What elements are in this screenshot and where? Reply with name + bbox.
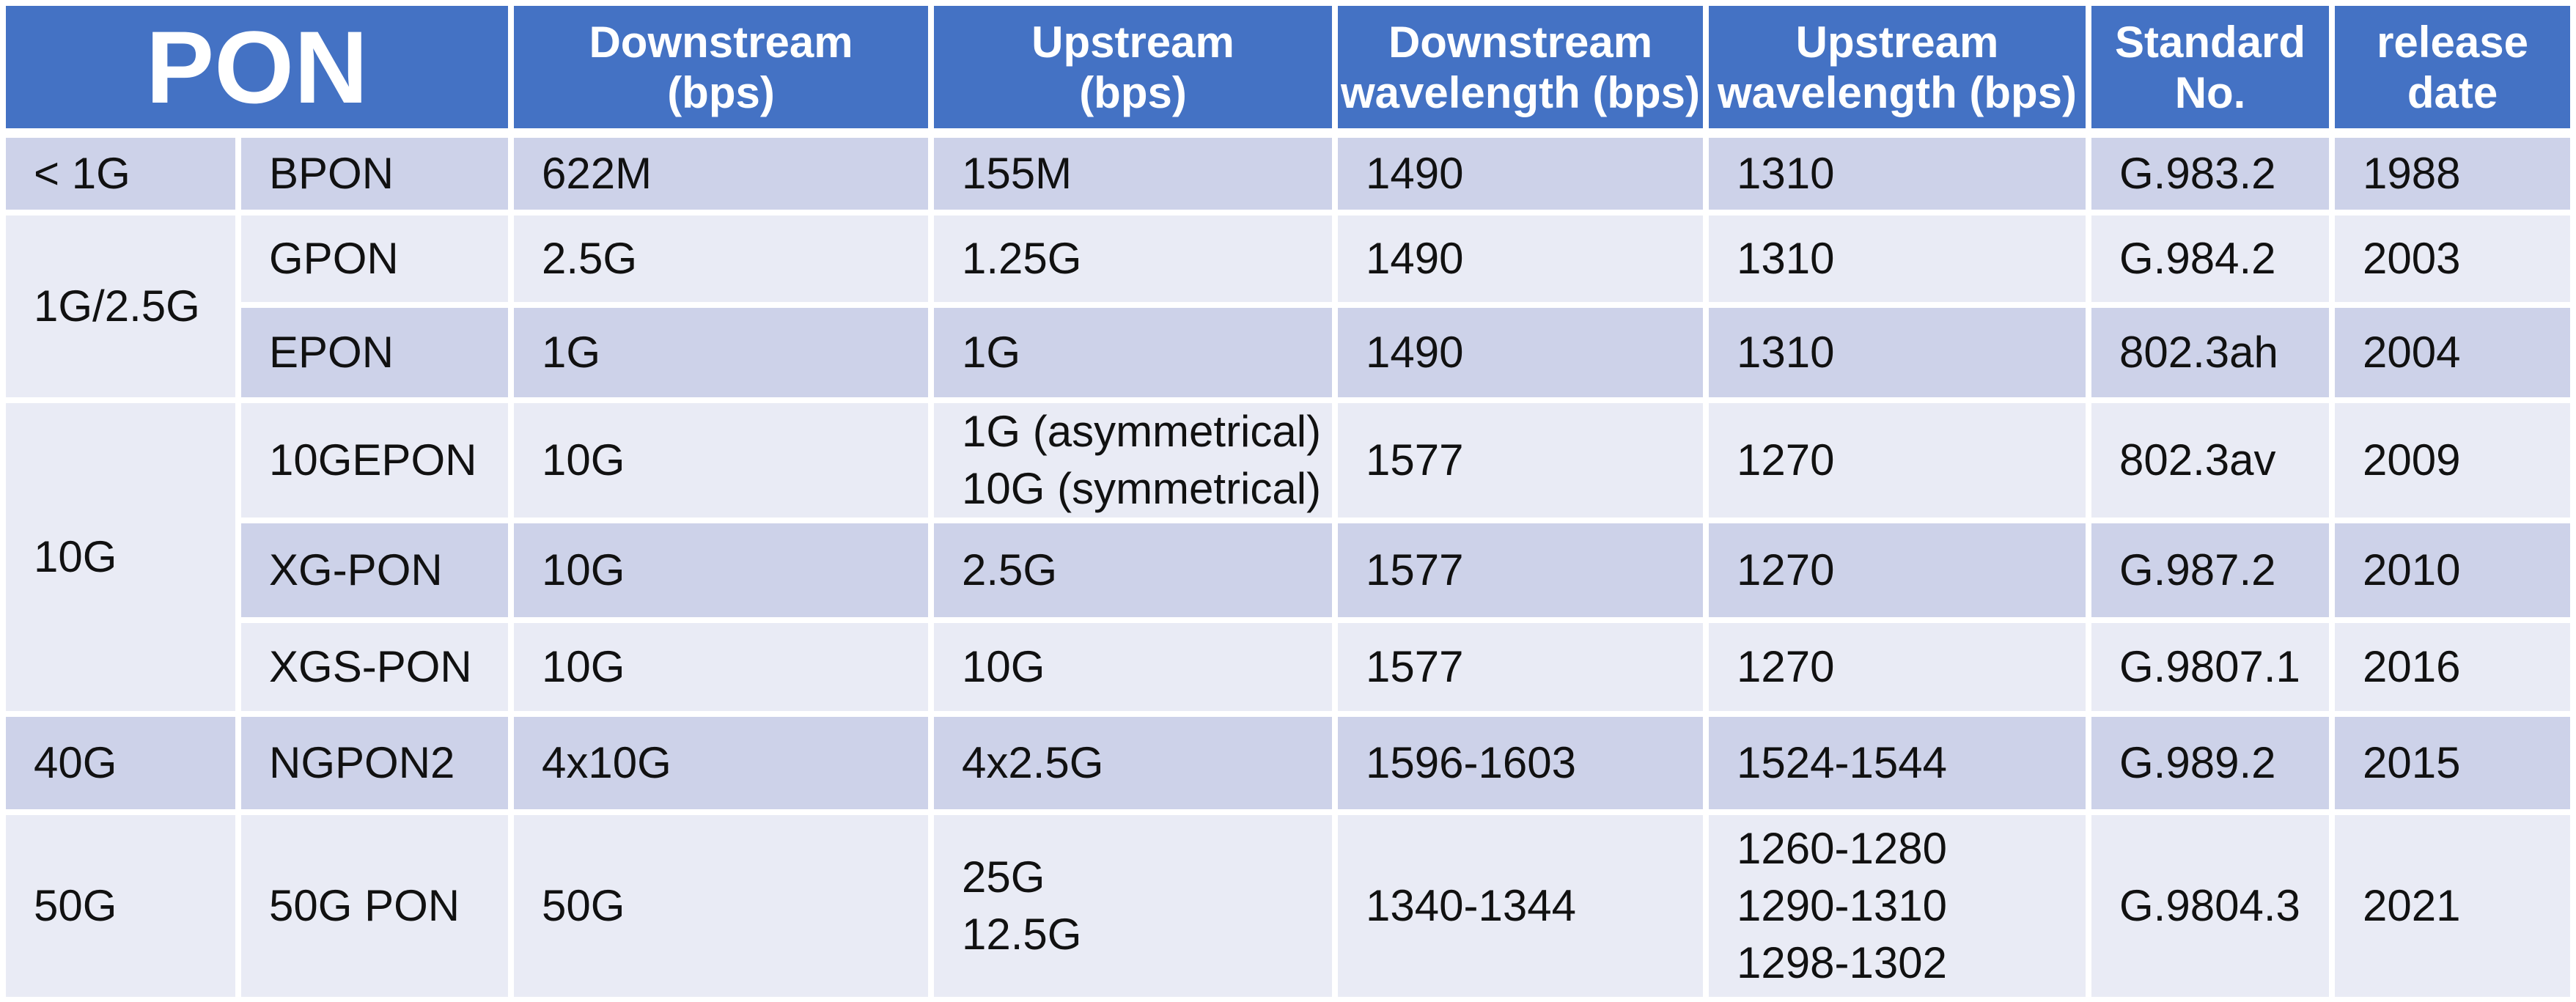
table-row: XGS-PON 10G 10G 1577 1270 G.9807.1 2016 bbox=[6, 623, 2571, 711]
cell-pon-name: EPON bbox=[241, 308, 509, 397]
header-row: PON Downstream (bps) Upstream (bps) Down… bbox=[6, 6, 2571, 132]
cell-pon-name: 10GEPON bbox=[241, 403, 509, 517]
cell-upstream: 1G bbox=[934, 308, 1333, 397]
cell-downstream-wavelength: 1596-1603 bbox=[1338, 717, 1704, 809]
cell-release-date: 2010 bbox=[2335, 523, 2571, 617]
cell-downstream: 10G bbox=[514, 403, 929, 517]
cell-upstream: 1G (asymmetrical) 10G (symmetrical) bbox=[934, 403, 1333, 517]
cell-pon-name: BPON bbox=[241, 138, 509, 210]
cell-standard-no: G.984.2 bbox=[2091, 215, 2330, 302]
cell-group: < 1G bbox=[6, 138, 235, 210]
column-header-standard-no: Standard No. bbox=[2091, 6, 2330, 132]
cell-upstream: 1.25G bbox=[934, 215, 1333, 302]
column-header-downstream-wavelength: Downstream wavelength (bps) bbox=[1338, 6, 1704, 132]
cell-upstream-wavelength: 1260-1280 1290-1310 1298-1302 bbox=[1709, 815, 2086, 997]
cell-upstream: 10G bbox=[934, 623, 1333, 711]
cell-downstream: 10G bbox=[514, 523, 929, 617]
cell-pon-name: NGPON2 bbox=[241, 717, 509, 809]
cell-upstream: 4x2.5G bbox=[934, 717, 1333, 809]
cell-upstream: 155M bbox=[934, 138, 1333, 210]
table-row: 1G/2.5G GPON 2.5G 1.25G 1490 1310 G.984.… bbox=[6, 215, 2571, 397]
column-header-upstream-wavelength: Upstream wavelength (bps) bbox=[1709, 6, 2086, 132]
cell-release-date: 2003 bbox=[2335, 215, 2571, 302]
cell-downstream-wavelength: 1577 bbox=[1338, 623, 1704, 711]
cell-standard-no: G.987.2 bbox=[2091, 523, 2330, 617]
cell-downstream-wavelength: 1490 bbox=[1338, 138, 1704, 210]
cell-downstream-wavelength: 1577 bbox=[1338, 403, 1704, 517]
table-row: 40G NGPON2 4x10G 4x2.5G 1596-1603 1524-1… bbox=[6, 717, 2571, 809]
cell-release-date: 2015 bbox=[2335, 717, 2571, 809]
cell-standard-no: G.983.2 bbox=[2091, 138, 2330, 210]
cell-release-date: 2021 bbox=[2335, 815, 2571, 997]
cell-group: 1G/2.5G bbox=[6, 215, 235, 397]
cell-downstream: 1G bbox=[514, 308, 929, 397]
cell-upstream: 25G 12.5G bbox=[934, 815, 1333, 997]
cell-release-date: 1988 bbox=[2335, 138, 2571, 210]
cell-downstream: 2.5G bbox=[514, 215, 929, 302]
cell-standard-no: 802.3ah bbox=[2091, 308, 2330, 397]
cell-upstream-wavelength: 1310 bbox=[1709, 215, 2086, 302]
cell-downstream: 50G bbox=[514, 815, 929, 997]
cell-downstream-wavelength: 1490 bbox=[1338, 215, 1704, 302]
cell-standard-no: 802.3av bbox=[2091, 403, 2330, 517]
cell-upstream-wavelength: 1270 bbox=[1709, 403, 2086, 517]
cell-pon-name: GPON bbox=[241, 215, 509, 302]
cell-downstream: 4x10G bbox=[514, 717, 929, 809]
cell-standard-no: G.989.2 bbox=[2091, 717, 2330, 809]
cell-group: 50G bbox=[6, 815, 235, 997]
cell-pon-name: 50G PON bbox=[241, 815, 509, 997]
cell-group: 10G bbox=[6, 403, 235, 711]
cell-standard-no: G.9804.3 bbox=[2091, 815, 2330, 997]
cell-upstream-wavelength: 1524-1544 bbox=[1709, 717, 2086, 809]
table-row: 50G 50G PON 50G 25G 12.5G 1340-1344 1260… bbox=[6, 815, 2571, 997]
table-row: XG-PON 10G 2.5G 1577 1270 G.987.2 2010 bbox=[6, 523, 2571, 617]
cell-downstream: 10G bbox=[514, 623, 929, 711]
cell-upstream-wavelength: 1270 bbox=[1709, 623, 2086, 711]
cell-downstream-wavelength: 1577 bbox=[1338, 523, 1704, 617]
cell-standard-no: G.9807.1 bbox=[2091, 623, 2330, 711]
column-header-downstream-bps: Downstream (bps) bbox=[514, 6, 929, 132]
column-header-release-date: release date bbox=[2335, 6, 2571, 132]
cell-release-date: 2004 bbox=[2335, 308, 2571, 397]
cell-pon-name: XG-PON bbox=[241, 523, 509, 617]
table-title-pon: PON bbox=[6, 6, 509, 132]
cell-upstream-wavelength: 1310 bbox=[1709, 138, 2086, 210]
cell-downstream-wavelength: 1340-1344 bbox=[1338, 815, 1704, 997]
cell-group: 40G bbox=[6, 717, 235, 809]
cell-downstream-wavelength: 1490 bbox=[1338, 308, 1704, 397]
cell-pon-name: XGS-PON bbox=[241, 623, 509, 711]
cell-release-date: 2009 bbox=[2335, 403, 2571, 517]
table-row: < 1G BPON 622M 155M 1490 1310 G.983.2 19… bbox=[6, 138, 2571, 210]
table-row: 10G 10GEPON 10G 1G (asymmetrical) 10G (s… bbox=[6, 403, 2571, 711]
cell-upstream: 2.5G bbox=[934, 523, 1333, 617]
table-row: EPON 1G 1G 1490 1310 802.3ah 2004 bbox=[6, 308, 2571, 397]
column-header-upstream-bps: Upstream (bps) bbox=[934, 6, 1333, 132]
cell-release-date: 2016 bbox=[2335, 623, 2571, 711]
cell-upstream-wavelength: 1270 bbox=[1709, 523, 2086, 617]
cell-upstream-wavelength: 1310 bbox=[1709, 308, 2086, 397]
cell-downstream: 622M bbox=[514, 138, 929, 210]
